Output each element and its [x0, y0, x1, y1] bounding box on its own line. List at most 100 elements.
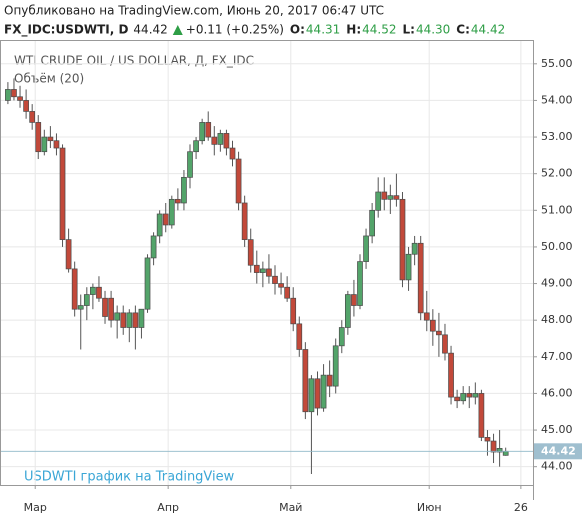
candle-body — [5, 89, 11, 101]
y-tick-label: 49.00 — [541, 277, 573, 290]
candle-body — [296, 323, 303, 350]
candle-body — [181, 176, 187, 204]
candle-body — [77, 305, 84, 310]
candle-body — [290, 297, 297, 325]
candle-body — [120, 312, 127, 328]
x-tick-label: Мар — [24, 501, 47, 514]
watermark: USDWTI график на TradingView — [24, 470, 235, 485]
candle-body — [351, 294, 357, 306]
candle-body — [405, 253, 412, 281]
y-tick-label: 46.00 — [541, 386, 573, 399]
last-price-label: 44.42 — [541, 444, 576, 457]
candle-body — [363, 235, 369, 262]
ohlc-label: C: — [456, 23, 470, 37]
candle-body — [211, 136, 218, 145]
candle-body — [132, 312, 139, 328]
x-tick-label: Апр — [157, 501, 179, 514]
candle-body — [278, 283, 284, 288]
candle-body — [102, 297, 108, 317]
y-tick-label: 55.00 — [541, 57, 573, 70]
candle-body — [199, 122, 206, 142]
y-tick-label: 50.00 — [541, 240, 573, 253]
symbol-line: FX_IDC:USDWTI, D 44.42 +0.11 (+0.25%) O: 44.… — [4, 23, 505, 38]
candle-body — [83, 294, 90, 306]
x-tick-label: 26 — [514, 501, 528, 514]
candle-body — [387, 195, 394, 200]
candle-body — [344, 294, 351, 328]
candle-body — [162, 213, 169, 226]
ohlc-label: O: — [290, 23, 305, 37]
candle-body — [326, 374, 333, 387]
candle-body — [175, 198, 181, 204]
candle-body — [253, 264, 260, 273]
change: +0.11 (+0.25%) — [186, 23, 284, 37]
candle-body — [399, 198, 406, 281]
ohlc-label: L: — [402, 23, 414, 37]
x-tick-label: Май — [279, 501, 302, 514]
candle-body — [235, 158, 242, 204]
price: 44.42 — [133, 23, 167, 37]
candle-body — [138, 308, 145, 328]
x-tick-label: Июн — [417, 501, 442, 514]
candle-body — [472, 393, 479, 398]
candle-body — [168, 198, 175, 226]
candle-body — [217, 133, 224, 145]
candle-body — [266, 268, 272, 277]
symbol: FX_IDC:USDWTI, D — [4, 23, 128, 38]
candle-body — [35, 122, 42, 153]
candle-body — [466, 393, 473, 398]
y-tick-label: 48.00 — [541, 313, 573, 326]
y-tick-label: 47.00 — [541, 350, 573, 363]
candle-body — [205, 122, 212, 138]
candle-body — [41, 136, 48, 153]
y-tick-label: 45.00 — [541, 423, 573, 436]
candle-body — [193, 140, 199, 153]
candle-body — [90, 286, 96, 295]
candle-body — [357, 261, 363, 306]
candle-body — [223, 133, 230, 149]
candle-body — [65, 239, 72, 270]
y-tick-label: 54.00 — [541, 93, 573, 106]
candle-body — [187, 151, 193, 178]
plot-frame — [0, 40, 534, 486]
chart-title: WTI CRUDE OIL / US DOLLAR, Д, FX_IDC — [14, 54, 254, 68]
candle-body — [144, 257, 151, 310]
y-tick-label: 52.00 — [541, 167, 573, 180]
candle-body — [411, 242, 418, 255]
published-note: Опубликовано на TradingView.com, Июнь 20… — [4, 4, 384, 18]
candle-body — [156, 213, 163, 237]
ohlc-value: 44.52 — [362, 23, 396, 37]
candle-body — [381, 191, 388, 200]
candle-body — [460, 393, 467, 402]
candle-body — [478, 393, 485, 438]
candle-body — [338, 327, 345, 347]
last-price-box — [534, 443, 582, 460]
candle-body — [442, 334, 448, 354]
candle-body — [496, 448, 503, 453]
candle-body — [17, 96, 23, 101]
candle-body — [393, 195, 400, 200]
candle-body — [502, 450, 509, 456]
candle-body — [429, 319, 436, 332]
candle-body — [302, 349, 309, 413]
candle-body — [490, 440, 497, 453]
candle-body — [332, 345, 339, 387]
candle-body — [454, 396, 460, 402]
candle-body — [314, 378, 321, 409]
ohlc-label: H: — [346, 23, 361, 37]
candle-body — [29, 111, 36, 123]
candle-body — [247, 239, 254, 266]
candle-body — [448, 352, 454, 398]
candle-body — [11, 89, 17, 98]
up-arrow — [172, 25, 183, 35]
volume-label: Объём (20) — [14, 72, 84, 86]
candle-body — [484, 437, 491, 442]
candle-body — [436, 330, 442, 336]
candle-body — [71, 268, 78, 310]
y-tick-label: 51.00 — [541, 203, 573, 216]
candle-body — [369, 209, 375, 237]
candle-body — [53, 140, 60, 149]
candle-body — [114, 312, 121, 321]
